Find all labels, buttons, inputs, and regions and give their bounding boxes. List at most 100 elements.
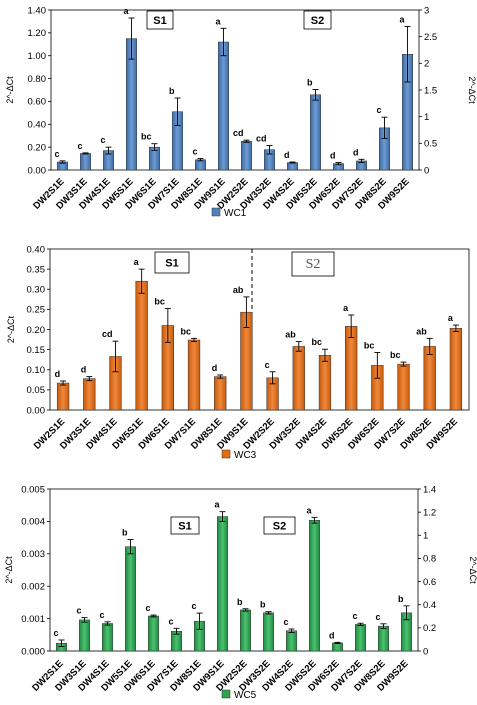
significance-label: cd xyxy=(256,133,267,143)
group-label: S2 xyxy=(311,15,324,27)
bar xyxy=(102,623,113,652)
significance-label: a xyxy=(306,505,312,515)
significance-label: a xyxy=(123,6,129,16)
y-tick-label: 0.05 xyxy=(27,385,46,396)
bar xyxy=(56,382,70,411)
bar xyxy=(449,328,463,411)
significance-label: b xyxy=(122,528,128,538)
bar xyxy=(263,612,274,652)
y-tick-label: 0.00 xyxy=(28,165,47,176)
significance-label: c xyxy=(283,617,288,627)
significance-label: c xyxy=(53,628,58,638)
y-tick-label: 1.00 xyxy=(28,51,47,62)
y-tick-label: 0.20 xyxy=(27,325,46,336)
group-label: S2 xyxy=(306,257,321,272)
bar xyxy=(214,376,227,411)
significance-label: c xyxy=(352,611,357,621)
significance-label: c xyxy=(168,616,173,626)
y-right-tick-label: 0.5 xyxy=(424,139,437,150)
y-tick-label: 1.40 xyxy=(28,5,47,16)
significance-label: a xyxy=(214,500,220,510)
bar xyxy=(287,162,298,171)
significance-label: d xyxy=(81,365,87,375)
significance-label: c xyxy=(77,141,82,151)
y-tick-label: 0.000 xyxy=(21,646,45,657)
y-tick-label: 1.20 xyxy=(28,28,47,39)
bar xyxy=(378,625,389,652)
legend-label: WC5 xyxy=(234,690,257,701)
y-tick-label: 0.002 xyxy=(21,582,45,593)
legend-swatch xyxy=(211,207,221,217)
bar xyxy=(135,280,148,411)
significance-label: b xyxy=(237,597,243,607)
y-axis-label: 2^-ΔCt xyxy=(5,76,15,104)
y-right-tick-label: 1 xyxy=(424,112,429,123)
significance-label: d xyxy=(55,369,61,379)
group-box xyxy=(154,251,190,274)
significance-label: d xyxy=(330,151,336,161)
group-box xyxy=(263,516,296,535)
bar xyxy=(79,619,90,652)
y-tick-label: 0.15 xyxy=(27,345,46,356)
significance-label: c xyxy=(145,603,150,613)
significance-label: b xyxy=(398,594,404,604)
significance-label: b xyxy=(307,77,313,87)
significance-label: bc xyxy=(364,340,375,350)
significance-label: bc xyxy=(311,337,322,347)
y-tick-label: 0.40 xyxy=(27,244,46,255)
significance-label: c xyxy=(375,612,380,622)
y-tick-label: 0.60 xyxy=(28,97,47,108)
significance-label: a xyxy=(134,257,140,267)
bar xyxy=(218,41,229,171)
y-right-tick-label: 1.4 xyxy=(423,484,436,495)
bar xyxy=(148,615,159,652)
significance-label: ab xyxy=(233,285,244,295)
legend-swatch xyxy=(221,449,231,459)
y-tick-label: 0.003 xyxy=(21,549,45,560)
significance-label: b xyxy=(169,86,175,96)
y-tick-label: 0.004 xyxy=(21,517,45,528)
significance-label: a xyxy=(215,16,221,26)
significance-label: ab xyxy=(285,330,296,340)
y-tick-label: 0.25 xyxy=(27,305,46,316)
bar xyxy=(292,346,305,411)
group-box xyxy=(303,10,332,30)
significance-label: bc xyxy=(141,132,152,142)
y-right-tick-label: 2.5 xyxy=(424,32,437,43)
bar xyxy=(309,519,320,652)
group-label: S1 xyxy=(153,15,166,27)
plot-frame xyxy=(49,488,419,652)
significance-label: d xyxy=(284,150,290,160)
group-label: S1 xyxy=(165,258,178,270)
y-tick-label: 0.35 xyxy=(27,264,46,275)
significance-label: bc xyxy=(181,326,192,336)
y-right-tick-label: 1.2 xyxy=(423,507,436,518)
y-right-tick-label: 0.4 xyxy=(423,600,436,611)
bar xyxy=(83,378,96,411)
y-right-tick-label: 3 xyxy=(424,5,429,16)
y-right-tick-label: 0.6 xyxy=(423,577,436,588)
significance-label: bc xyxy=(154,297,165,307)
legend-label: WC3 xyxy=(234,450,257,461)
bar xyxy=(355,624,366,652)
significance-label: c xyxy=(265,360,270,370)
y-axis-label-right: 2^-ΔCt xyxy=(468,556,477,584)
significance-label: c xyxy=(376,105,381,115)
y-tick-label: 0.10 xyxy=(27,365,46,376)
y-axis-label: 2^-ΔCt xyxy=(6,315,16,343)
significance-label: c xyxy=(191,601,196,611)
bar xyxy=(125,546,136,652)
y-axis-label-right: 2^-ΔCt xyxy=(467,76,477,104)
significance-label: c xyxy=(100,135,105,145)
legend-swatch xyxy=(221,689,231,699)
significance-label: c xyxy=(99,610,104,620)
y-right-tick-label: 0 xyxy=(424,165,429,176)
y-axis-label: 2^-ΔCt xyxy=(4,556,14,584)
y-tick-label: 0.40 xyxy=(28,120,47,131)
y-tick-label: 0.80 xyxy=(28,74,47,85)
bar xyxy=(318,355,332,411)
y-tick-label: 0.001 xyxy=(21,614,45,625)
significance-label: cd xyxy=(102,329,113,339)
y-right-tick-label: 1.5 xyxy=(424,85,437,96)
